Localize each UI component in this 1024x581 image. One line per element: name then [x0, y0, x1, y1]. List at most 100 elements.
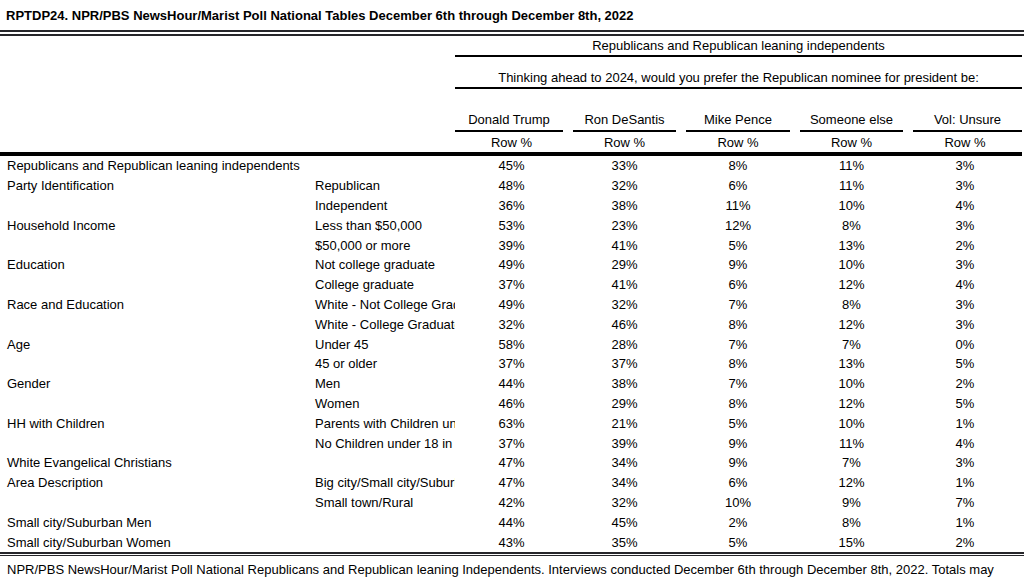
cell-value: 45% — [455, 154, 568, 176]
cell-value: 5% — [908, 354, 1022, 374]
cell-value: 13% — [795, 235, 908, 255]
cell-value: 33% — [568, 154, 681, 176]
cell-value: 7% — [681, 334, 795, 354]
table-row: Household Income Less than $50,000 53% 2… — [0, 215, 1022, 235]
cell-value: 10% — [681, 493, 795, 513]
cell-value: 36% — [455, 196, 568, 216]
cell-value: 11% — [795, 154, 908, 176]
cell-value: 32% — [455, 314, 568, 334]
group-header-label: Republicans and Republican leaning indep… — [455, 36, 1022, 56]
cell-value: 10% — [795, 374, 908, 394]
cell-value: 6% — [681, 473, 795, 493]
cell-value: 9% — [681, 433, 795, 453]
cell-value: 11% — [795, 176, 908, 196]
cell-value: 3% — [908, 215, 1022, 235]
row-category: Small city/Suburban Women — [0, 532, 306, 552]
row-subcategory: Republican — [306, 176, 455, 196]
cell-value: 42% — [455, 493, 568, 513]
cell-value: 10% — [795, 255, 908, 275]
cell-value: 28% — [568, 334, 681, 354]
row-subcategory: White - Not College Graduate — [306, 295, 455, 315]
row-subcategory: Big city/Small city/Suburban — [306, 473, 455, 493]
table-row: Small city/Suburban Men 44% 45% 2% 8% 1% — [0, 512, 1022, 532]
table-row: Age Under 45 58% 28% 7% 7% 0% — [0, 334, 1022, 354]
cell-value: 1% — [908, 473, 1022, 493]
row-subcategory: $50,000 or more — [306, 235, 455, 255]
row-subcategory — [306, 154, 455, 176]
table-row: $50,000 or more 39% 41% 5% 13% 2% — [0, 235, 1022, 255]
cell-value: 7% — [681, 295, 795, 315]
table-row: Small town/Rural 42% 32% 10% 9% 7% — [0, 493, 1022, 513]
row-subcategory — [306, 453, 455, 473]
measure-spacer — [0, 132, 455, 154]
row-subcategory: College graduate — [306, 275, 455, 295]
row-category — [0, 354, 306, 374]
cell-value: 1% — [908, 413, 1022, 433]
cell-value: 41% — [568, 235, 681, 255]
cell-value: 1% — [908, 512, 1022, 532]
cell-value: 35% — [568, 532, 681, 552]
row-subcategory: White - College Graduate — [306, 314, 455, 334]
cell-value: 2% — [908, 235, 1022, 255]
cell-value: 7% — [908, 493, 1022, 513]
cell-value: 5% — [681, 532, 795, 552]
table-row: No Children under 18 in HH 37% 39% 9% 11… — [0, 433, 1022, 453]
question-label: Thinking ahead to 2024, would you prefer… — [455, 68, 1022, 88]
cell-value: 9% — [795, 493, 908, 513]
cell-value: 2% — [908, 374, 1022, 394]
cell-value: 37% — [455, 354, 568, 374]
row-subcategory: Men — [306, 374, 455, 394]
cell-value: 12% — [681, 215, 795, 235]
column-header-mike-pence: Mike Pence — [686, 112, 790, 132]
cell-value: 8% — [795, 295, 908, 315]
cell-value: 13% — [795, 354, 908, 374]
row-subcategory: 45 or older — [306, 354, 455, 374]
row-subcategory: Under 45 — [306, 334, 455, 354]
cell-value: 8% — [795, 215, 908, 235]
row-category — [0, 433, 306, 453]
column-headers-row: Donald Trump Ron DeSantis Mike Pence Som… — [0, 100, 1022, 132]
cell-value: 6% — [681, 275, 795, 295]
row-category: White Evangelical Christians — [0, 453, 306, 473]
table-row: Republicans and Republican leaning indep… — [0, 154, 1022, 176]
row-category: Race and Education — [0, 295, 306, 315]
row-category: Area Description — [0, 473, 306, 493]
column-headers-spacer — [0, 100, 455, 132]
cell-value: 45% — [568, 512, 681, 532]
cell-value: 10% — [795, 413, 908, 433]
row-category: Age — [0, 334, 306, 354]
cell-value: 12% — [795, 394, 908, 414]
cell-value: 15% — [795, 532, 908, 552]
header-spacer-row — [0, 88, 1022, 100]
cell-value: 4% — [908, 433, 1022, 453]
row-category: Gender — [0, 374, 306, 394]
cell-value: 8% — [795, 512, 908, 532]
question-spacer — [0, 68, 455, 88]
cell-value: 11% — [681, 196, 795, 216]
row-category — [0, 275, 306, 295]
cell-value: 58% — [455, 334, 568, 354]
cell-value: 7% — [681, 374, 795, 394]
cell-value: 4% — [908, 275, 1022, 295]
table-row: Party Identification Republican 48% 32% … — [0, 176, 1022, 196]
group-header-spacer — [0, 36, 455, 56]
cell-value: 3% — [908, 314, 1022, 334]
cell-value: 63% — [455, 413, 568, 433]
cell-value: 12% — [795, 275, 908, 295]
column-header-vol-unsure: Vol: Unsure — [913, 112, 1022, 132]
cell-value: 37% — [568, 354, 681, 374]
cell-value: 32% — [568, 176, 681, 196]
cell-value: 8% — [681, 314, 795, 334]
cell-value: 11% — [795, 433, 908, 453]
page-title: RPTDP24. NPR/PBS NewsHour/Marist Poll Na… — [0, 0, 1024, 30]
table-row: Race and Education White - Not College G… — [0, 295, 1022, 315]
header-spacer-row — [0, 56, 1022, 68]
cell-value: 32% — [568, 493, 681, 513]
cell-value: 44% — [455, 374, 568, 394]
measure-label: Row % — [908, 132, 1022, 154]
table-row: Independent 36% 38% 11% 10% 4% — [0, 196, 1022, 216]
table-row: 45 or older 37% 37% 8% 13% 5% — [0, 354, 1022, 374]
table-row: White Evangelical Christians 47% 34% 9% … — [0, 453, 1022, 473]
cell-value: 29% — [568, 255, 681, 275]
cell-value: 34% — [568, 453, 681, 473]
